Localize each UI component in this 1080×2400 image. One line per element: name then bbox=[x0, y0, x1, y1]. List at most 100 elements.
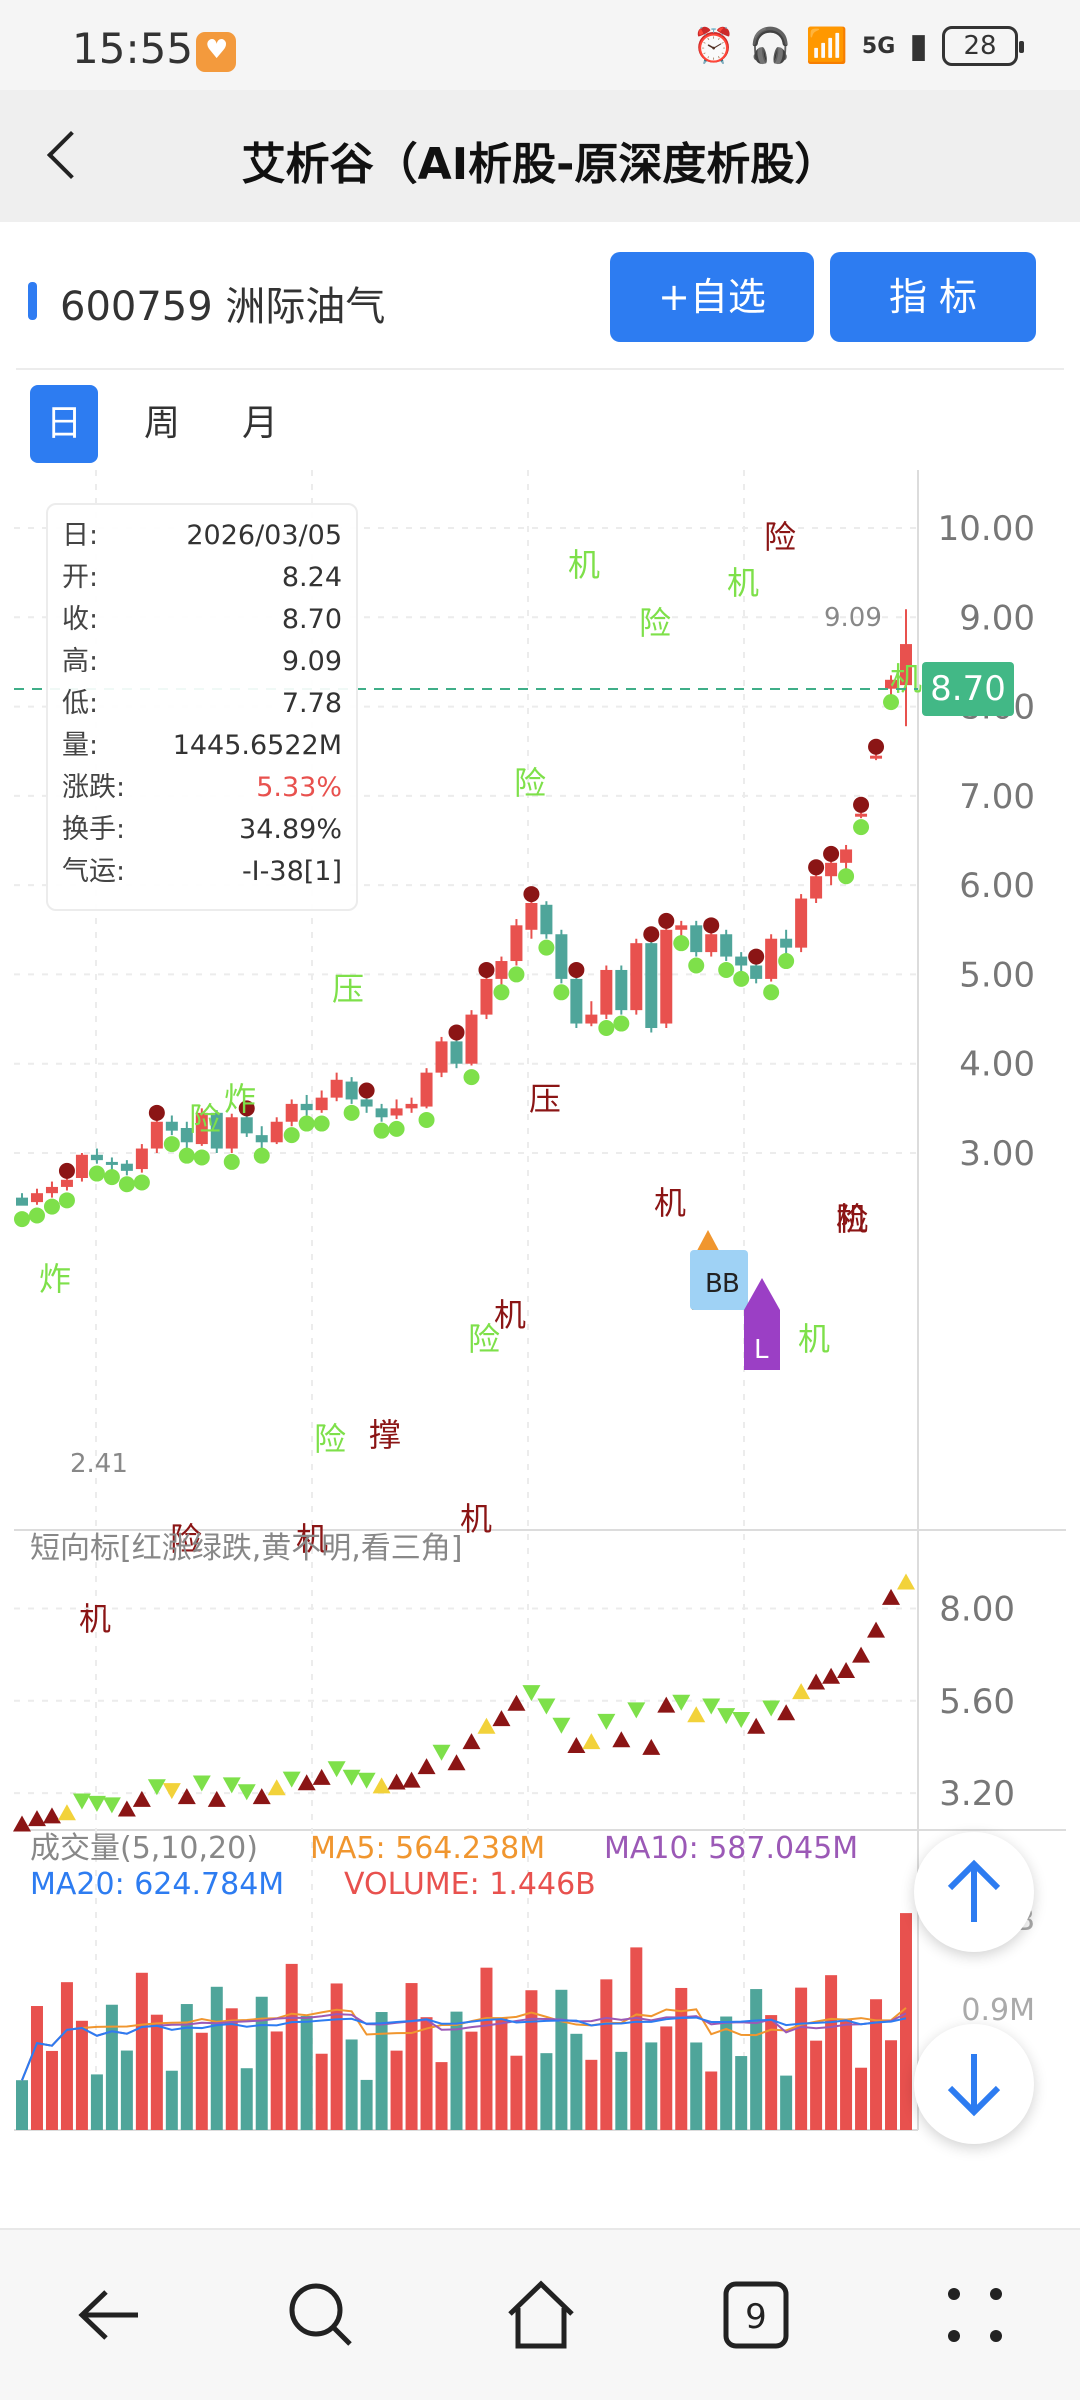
signal-dot-green bbox=[718, 961, 735, 978]
signal-dot-green bbox=[673, 935, 690, 952]
signal-label: 险 bbox=[468, 1320, 500, 1358]
signal-label: 撑 bbox=[369, 1416, 401, 1454]
volume-bar bbox=[795, 1987, 808, 2130]
direction-triangle bbox=[192, 1775, 211, 1792]
nav-tabs-button[interactable]: 9 bbox=[712, 2270, 802, 2360]
candle-body bbox=[570, 978, 583, 1024]
indicator-button[interactable]: 指 标 bbox=[830, 252, 1036, 342]
nav-back-button[interactable] bbox=[64, 2270, 154, 2360]
status-icons: ⏰ 🎧 📶 5G ▮ 28 bbox=[693, 26, 1024, 66]
signal-dot-red bbox=[853, 796, 870, 813]
candle-body bbox=[120, 1163, 133, 1171]
signal-dot-green bbox=[253, 1147, 270, 1164]
signal-label: 险 bbox=[170, 1520, 202, 1558]
direction-triangle bbox=[312, 1768, 331, 1785]
signal-dot-green bbox=[163, 1136, 180, 1153]
signal-dot-green bbox=[688, 957, 705, 974]
volume-bar bbox=[165, 2070, 178, 2130]
marker-l-label: L bbox=[754, 1335, 769, 1365]
volume-bar bbox=[600, 1979, 613, 2130]
signal-dot-green bbox=[778, 953, 795, 970]
marker-l[interactable] bbox=[744, 1278, 780, 1370]
y-tick-label: 6.00 bbox=[959, 866, 1035, 906]
stock-name: 600759 洲际油气 bbox=[60, 284, 386, 330]
signal-label: 机 bbox=[460, 1500, 492, 1538]
direction-triangle bbox=[27, 1810, 46, 1827]
tabs-count-icon: 9 bbox=[723, 2281, 789, 2349]
info-value: 8.70 bbox=[281, 604, 342, 635]
arrow-up-icon bbox=[947, 1859, 1001, 1922]
info-value: 34.89% bbox=[239, 814, 342, 845]
info-label: 高: bbox=[62, 646, 99, 677]
info-row: 涨跌: 5.33% bbox=[62, 767, 342, 809]
direction-triangle bbox=[492, 1710, 511, 1727]
signal-label: 险 bbox=[314, 1420, 346, 1458]
nav-menu-button[interactable] bbox=[930, 2270, 1020, 2360]
direction-triangle bbox=[837, 1662, 856, 1678]
signal-label: 机 bbox=[727, 564, 759, 602]
volume-bar bbox=[870, 1999, 883, 2130]
candle-body bbox=[300, 1103, 313, 1111]
add-watchlist-button[interactable]: +自选 bbox=[610, 252, 814, 342]
tab-week[interactable]: 周 bbox=[143, 403, 180, 444]
ma10-label: MA10: 587.045M bbox=[604, 1831, 858, 1866]
direction-triangle bbox=[177, 1788, 196, 1805]
system-nav-bar: 9 bbox=[0, 2228, 1080, 2400]
direction-triangle bbox=[882, 1588, 901, 1605]
volume-bar bbox=[570, 2033, 583, 2130]
candle-body bbox=[540, 904, 553, 935]
direction-triangle bbox=[612, 1731, 631, 1748]
tab-day[interactable]: 日 bbox=[30, 385, 98, 463]
candle-body bbox=[420, 1072, 433, 1107]
volume-bar bbox=[120, 2050, 133, 2130]
volume-bar bbox=[255, 1996, 268, 2130]
volume-bar bbox=[660, 2026, 673, 2130]
candle-body bbox=[585, 1014, 598, 1024]
scroll-down-button[interactable] bbox=[914, 2024, 1034, 2144]
tab-month[interactable]: 月 bbox=[241, 403, 278, 444]
candle-body bbox=[240, 1117, 253, 1134]
signal-dot-red bbox=[703, 917, 720, 934]
candle-body bbox=[855, 813, 868, 817]
y-tick-label: 3.20 bbox=[939, 1774, 1015, 1814]
current-price-badge bbox=[922, 662, 1014, 716]
app-notification-icon bbox=[196, 32, 236, 72]
candle-body bbox=[600, 969, 613, 1015]
signal-label: 机 bbox=[79, 1600, 111, 1638]
info-row: 收: 8.70 bbox=[62, 599, 342, 641]
candle-body bbox=[480, 978, 493, 1015]
back-arrow-icon bbox=[78, 2290, 138, 2340]
volume-bar bbox=[675, 1987, 688, 2130]
y-tick-label: 7.00 bbox=[959, 777, 1035, 817]
signal-icon: ▮ bbox=[909, 26, 928, 66]
info-row: 低: 7.78 bbox=[62, 683, 342, 725]
volume-bar bbox=[900, 1913, 912, 2130]
direction-triangle bbox=[387, 1773, 406, 1790]
signal-dot-green bbox=[418, 1111, 435, 1128]
signal-label: 炸 bbox=[224, 1080, 256, 1118]
volume-bar bbox=[705, 2071, 718, 2130]
scroll-up-button[interactable] bbox=[914, 1832, 1034, 1952]
y-tick-label: 5.00 bbox=[959, 955, 1035, 995]
stock-chart[interactable]: 10.009.008.007.006.005.004.003.00 炸险炸压险撑… bbox=[0, 470, 1080, 2150]
signal-dot-green bbox=[493, 984, 510, 1001]
direction-triangle bbox=[552, 1717, 571, 1734]
signal-label: 机 bbox=[836, 1200, 868, 1238]
volume-bar bbox=[495, 2017, 508, 2130]
nav-home-button[interactable] bbox=[496, 2270, 586, 2360]
candle-body bbox=[255, 1135, 268, 1143]
direction-triangle bbox=[867, 1621, 886, 1638]
accent-bar bbox=[28, 282, 37, 320]
y-tick-label: 10.00 bbox=[938, 509, 1035, 549]
candle-body bbox=[165, 1121, 178, 1131]
signal-dot-red bbox=[643, 926, 660, 943]
signal-dot-red bbox=[58, 1162, 75, 1179]
direction-triangle bbox=[87, 1795, 106, 1812]
nav-search-button[interactable] bbox=[276, 2270, 366, 2360]
volume-bar bbox=[375, 2012, 388, 2130]
volume-ma-line bbox=[21, 2012, 907, 2081]
direction-triangle bbox=[222, 1777, 241, 1794]
candle-body bbox=[495, 961, 508, 979]
info-value: 5.33% bbox=[256, 772, 342, 803]
volume-bar bbox=[630, 1947, 643, 2130]
